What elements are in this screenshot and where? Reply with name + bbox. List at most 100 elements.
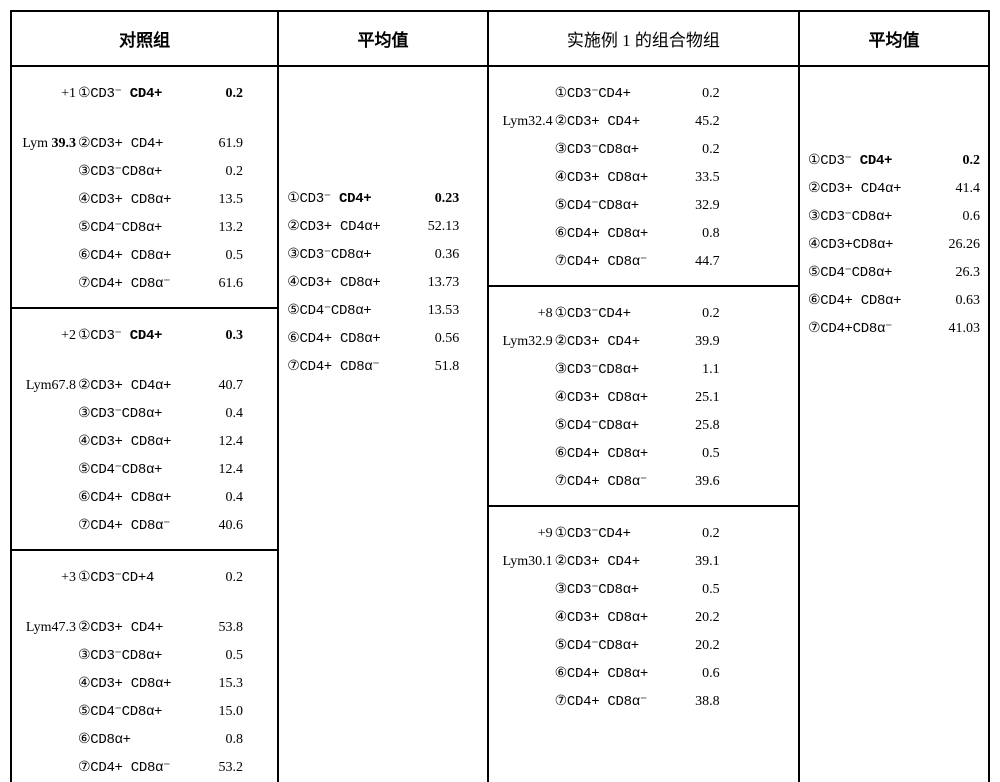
row-value: 61.6: [193, 273, 243, 294]
row-marker: ③CD3⁻CD8α+: [555, 360, 670, 381]
row-marker: ⑤CD4⁻CD8α+: [78, 702, 193, 723]
row-marker: ⑥CD4+ CD8α+: [287, 330, 407, 347]
row-value: 0.5: [193, 645, 243, 666]
row-value: 0.56: [407, 331, 459, 347]
table-row: Lym32.9②CD3+ CD4+39.9: [497, 331, 790, 353]
row-marker: ⑦CD4+ CD8α⁻: [78, 274, 193, 295]
row-marker: ⑥CD4+ CD8α+: [78, 246, 193, 267]
table-row: +3 ①CD3⁻CD+40.2: [20, 567, 269, 589]
row-marker: ⑥CD4+ CD8α+: [78, 488, 193, 509]
table-row: Lym 39.3②CD3+ CD4+61.9: [20, 133, 269, 155]
row-value: 12.4: [193, 459, 243, 480]
row-marker: ①CD3⁻ CD4+: [808, 152, 928, 169]
row-marker: ③CD3⁻CD8α+: [78, 162, 193, 183]
table-row: ④CD3+ CD8α+12.4: [20, 431, 269, 453]
row-value: 0.23: [407, 191, 459, 207]
row-marker: ①CD3⁻CD4+: [555, 304, 670, 325]
row-marker: ⑦CD4+ CD8α⁻: [555, 252, 670, 273]
row-value: 20.2: [670, 635, 720, 656]
row-marker: ⑦CD4+ CD8α⁻: [78, 758, 193, 779]
row-marker: ②CD3+ CD4+: [555, 552, 670, 573]
row-value: 0.63: [928, 293, 980, 309]
row-value: 0.2: [670, 139, 720, 160]
row-value: 44.7: [670, 251, 720, 272]
row-value: 0.2: [193, 567, 243, 588]
table-row: ⑦CD4+ CD8α⁻39.6: [497, 471, 790, 493]
table-row: ③CD3⁻CD8α+0.5: [497, 579, 790, 601]
row-value: 13.73: [407, 275, 459, 291]
row-marker: ⑥CD4+ CD8α+: [555, 444, 670, 465]
row-left-label: Lym30.1: [497, 551, 555, 572]
th-example-group: 实施例 1 的组合物组: [489, 12, 800, 67]
row-left-label: Lym32.9: [497, 331, 555, 352]
table-row: ⑥CD4+ CD8α+0.5: [20, 245, 269, 267]
row-marker: ③CD3⁻CD8α+: [555, 580, 670, 601]
table-row: ①CD3⁻CD4+0.2: [497, 83, 790, 105]
row-marker: ⑥CD4+ CD8α+: [555, 224, 670, 245]
table-row: ④CD3+ CD8α+15.3: [20, 673, 269, 695]
table-row: ⑥CD4+ CD8α+0.8: [497, 223, 790, 245]
row-value: 53.8: [193, 617, 243, 638]
row-marker: ⑤CD4⁻CD8α+: [555, 196, 670, 217]
row-left-label: Lym47.3: [20, 617, 78, 638]
table-row: ③CD3⁻CD8α+0.36: [287, 246, 478, 263]
table-row: ④CD3+CD8α+26.26: [808, 236, 980, 253]
table-row: ③CD3⁻CD8α+0.2: [497, 139, 790, 161]
average-block: ①CD3⁻ CD4+0.23②CD3+ CD4α+52.13③CD3⁻CD8α+…: [279, 67, 486, 398]
row-value: 33.5: [670, 167, 720, 188]
row-value: 0.2: [670, 523, 720, 544]
row-value: 38.8: [670, 691, 720, 712]
row-value: 15.3: [193, 673, 243, 694]
row-marker: ⑤CD4⁻CD8α+: [287, 302, 407, 319]
row-value: 20.2: [670, 607, 720, 628]
table-row: ③CD3⁻CD8α+0.4: [20, 403, 269, 425]
row-value: 41.03: [928, 321, 980, 337]
data-table: 对照组 平均值 实施例 1 的组合物组 平均值 +1 ①CD3⁻ CD4+0.2…: [10, 10, 990, 782]
table-group-block: +8 ①CD3⁻CD4+0.2Lym32.9②CD3+ CD4+39.9③CD3…: [489, 285, 798, 505]
table-row: ④CD3+ CD8α+33.5: [497, 167, 790, 189]
table-row: ④CD3+ CD8α+20.2: [497, 607, 790, 629]
row-marker: ④CD3+ CD8α+: [555, 608, 670, 629]
row-left-label: +9: [497, 523, 555, 544]
row-marker: ⑦CD4+CD8α⁻: [808, 320, 928, 337]
row-marker: ⑤CD4⁻CD8α+: [808, 264, 928, 281]
row-value: 13.53: [407, 303, 459, 319]
row-marker: ③CD3⁻CD8α+: [555, 140, 670, 161]
table-row: ⑤CD4⁻CD8α+13.53: [287, 302, 478, 319]
table-row: ⑥CD4+ CD8α+0.56: [287, 330, 478, 347]
row-value: 0.2: [193, 161, 243, 182]
row-marker: ②CD3+ CD4+: [78, 618, 193, 639]
table-row: ①CD3⁻ CD4+0.23: [287, 190, 478, 207]
table-row: ③CD3⁻CD8α+0.2: [20, 161, 269, 183]
row-value: 15.0: [193, 701, 243, 722]
row-value: 0.4: [193, 487, 243, 508]
row-left-label: +1: [20, 83, 78, 104]
row-left-label: Lym 39.3: [20, 133, 78, 154]
row-marker: ②CD3+ CD4+: [555, 332, 670, 353]
table-row: ③CD3⁻CD8α+0.6: [808, 208, 980, 225]
row-value: 39.9: [670, 331, 720, 352]
row-value: 52.13: [407, 219, 459, 235]
table-row: ⑤CD4⁻CD8α+13.2: [20, 217, 269, 239]
table-group-block: +9 ①CD3⁻CD4+0.2Lym30.1②CD3+ CD4+39.1③CD3…: [489, 505, 798, 725]
row-value: 0.2: [193, 83, 243, 104]
col-example-group: ①CD3⁻CD4+0.2Lym32.4②CD3+ CD4+45.2③CD3⁻CD…: [489, 67, 800, 782]
table-row: Lym30.1②CD3+ CD4+39.1: [497, 551, 790, 573]
row-value: 0.4: [193, 403, 243, 424]
row-marker: ④CD3+ CD8α+: [78, 190, 193, 211]
row-value: 0.6: [670, 663, 720, 684]
col-average-2: ①CD3⁻ CD4+0.2②CD3+ CD4α+41.4③CD3⁻CD8α+0.…: [800, 67, 990, 782]
table-row: ⑦CD4+CD8α⁻41.03: [808, 320, 980, 337]
table-row: ⑥CD4+ CD8α+0.63: [808, 292, 980, 309]
row-marker: ④CD3+ CD8α+: [78, 674, 193, 695]
row-marker: ⑦CD4+ CD8α⁻: [78, 516, 193, 537]
row-value: 51.8: [407, 359, 459, 375]
table-row: Lym47.3②CD3+ CD4+53.8: [20, 617, 269, 639]
row-value: 45.2: [670, 111, 720, 132]
row-marker: ④CD3+ CD8α+: [555, 388, 670, 409]
row-value: 61.9: [193, 133, 243, 154]
row-marker: ②CD3+ CD4α+: [78, 376, 193, 397]
row-marker: ⑦CD4+ CD8α⁻: [555, 472, 670, 493]
row-marker: ④CD3+ CD8α+: [287, 274, 407, 291]
table-row: ⑤CD4⁻CD8α+26.3: [808, 264, 980, 281]
